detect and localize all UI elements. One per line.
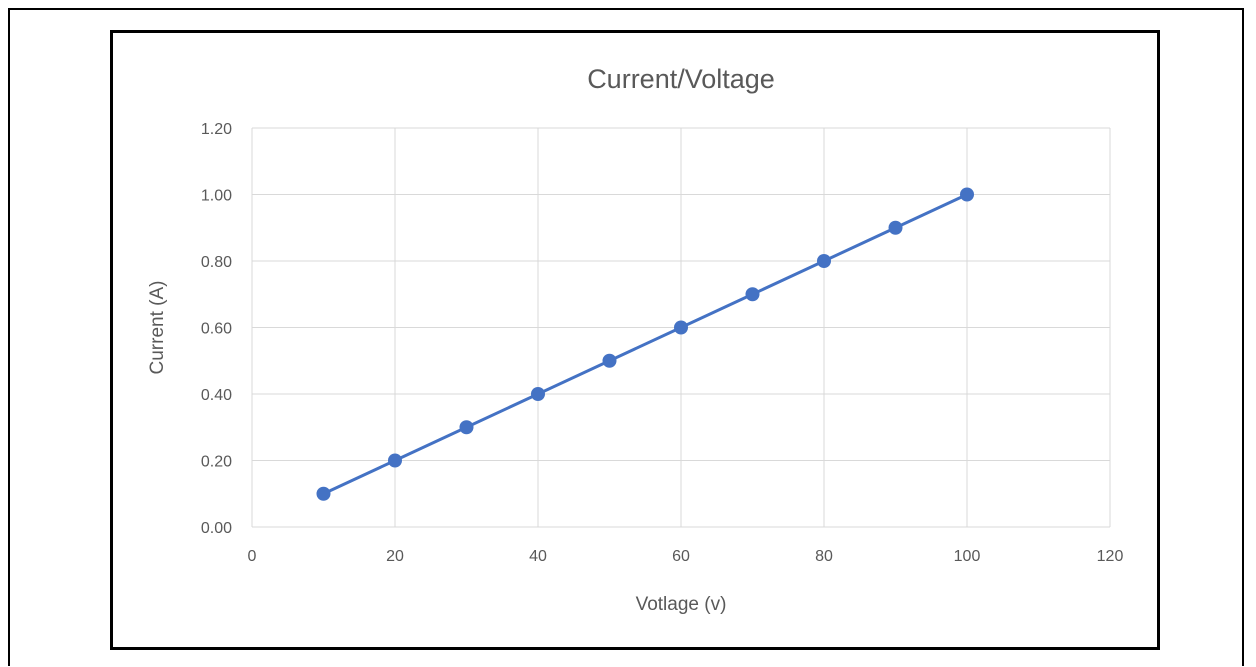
- y-tick-label: 0.00: [201, 520, 232, 537]
- page-border: [8, 8, 1244, 666]
- y-tick-label: 1.00: [201, 188, 232, 205]
- chart-svg: 0.00 0.20 0.40 0.60 0.80 1.00 1.20 0 20 40 60 80 100…: [147, 64, 1124, 615]
- x-tick-label: 20: [386, 548, 404, 565]
- x-tick-label: 0: [248, 548, 257, 565]
- x-axis-title: Votlage (v): [636, 594, 727, 615]
- data-point: [674, 320, 688, 335]
- x-tick-label: 40: [529, 548, 547, 565]
- data-point: [960, 187, 974, 202]
- series-line: [322, 193, 968, 496]
- y-tick-label: 0.80: [201, 254, 232, 271]
- y-tick-label: 0.60: [201, 321, 232, 338]
- x-tick-label: 80: [815, 548, 833, 565]
- data-point: [745, 287, 760, 302]
- x-tick-label: 120: [1097, 548, 1124, 565]
- data-point: [817, 254, 831, 268]
- data-point: [602, 353, 617, 368]
- chart-container: 0.00 0.20 0.40 0.60 0.80 1.00 1.20 0 20 40 60 80 100…: [110, 30, 1160, 650]
- y-axis-title: Current (A): [147, 281, 168, 375]
- x-tick-label: 100: [954, 548, 981, 565]
- y-tick-label: 1.20: [201, 121, 232, 138]
- data-series: [316, 187, 974, 501]
- y-tick-label: 0.20: [201, 454, 232, 471]
- data-point: [316, 486, 331, 501]
- y-tick-label: 0.40: [201, 387, 232, 404]
- data-point: [888, 220, 903, 235]
- x-tick-label: 60: [672, 548, 690, 565]
- data-point: [531, 387, 545, 401]
- data-point: [388, 453, 402, 468]
- chart-title: Current/Voltage: [587, 64, 775, 94]
- data-point: [459, 420, 474, 435]
- axes: 0.00 0.20 0.40 0.60 0.80 1.00 1.20 0 20 40 60 80 100…: [201, 121, 1124, 565]
